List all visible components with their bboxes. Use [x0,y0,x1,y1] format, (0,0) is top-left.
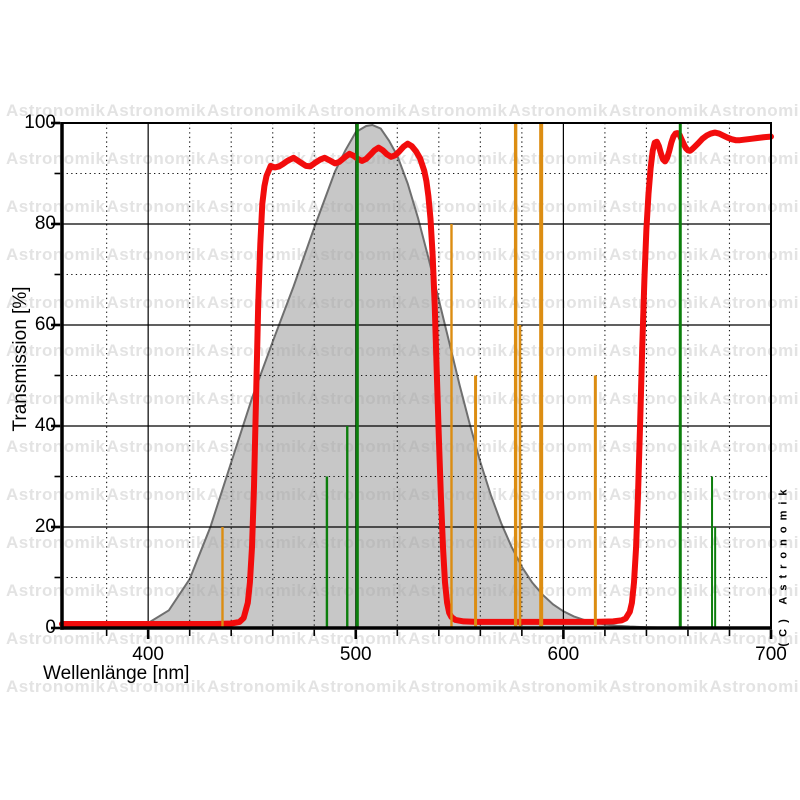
watermark-text: Astronomik [508,341,608,360]
watermark-text: Astronomik [6,677,106,696]
filter-transmission-series [59,129,774,627]
watermark-text: Astronomik [6,629,106,648]
watermark-text: Astronomik [106,149,206,168]
watermark-text: Astronomik [6,197,106,216]
watermark-text: Astronomik [508,389,608,408]
watermark-text: Astronomik [207,245,307,264]
x-axis-title: Wellenlänge [nm] [43,663,190,684]
watermark-text: Astronomik [709,677,800,696]
grid-minor [62,123,771,628]
watermark-text: Astronomik [106,389,206,408]
watermark-text: Astronomik [6,437,106,456]
watermark-text: Astronomik [6,389,106,408]
watermark-text: Astronomik [106,485,206,504]
watermark-text: Astronomik [6,485,106,504]
watermark-text: Astronomik [408,149,508,168]
watermark-text: Astronomik [609,485,709,504]
watermark-text: Astronomik [106,101,206,120]
watermark-text: Astronomik [106,437,206,456]
watermark-text: Astronomik [106,629,206,648]
axis-ticks [51,121,773,639]
watermark-text: Astronomik [508,293,608,312]
y-tick-label: 0 [45,617,56,638]
watermark-text: Astronomik [106,197,206,216]
watermark-text: Astronomik [709,101,800,120]
y-tick-label: 40 [34,415,56,436]
watermark-text: Astronomik [6,293,106,312]
watermark-text: Astronomik [709,581,800,600]
watermark-text: Astronomik [609,677,709,696]
watermark-text: Astronomik [508,149,608,168]
y-tick-label: 100 [24,112,56,133]
watermark-text: Astronomik [609,437,709,456]
watermark-text: Astronomik [709,389,800,408]
watermark-row: AstronomikAstronomikAstronomikAstronomik… [6,101,800,121]
watermark-text: Astronomik [709,437,800,456]
watermark-text: Astronomik [709,341,800,360]
watermark-text: Astronomik [408,101,508,120]
watermark-text: Astronomik [106,341,206,360]
watermark-text: Astronomik [508,197,608,216]
watermark-text: Astronomik [508,533,608,552]
watermark-text: Astronomik [408,629,508,648]
watermark-text: Astronomik [609,149,709,168]
y-tick-label: 80 [34,213,56,234]
watermark-text: Astronomik [106,245,206,264]
watermark-text: Astronomik [609,293,709,312]
watermark-text: Astronomik [207,101,307,120]
watermark-text: Astronomik [609,341,709,360]
watermark-text: Astronomik [6,341,106,360]
watermark-text: Astronomik [609,629,709,648]
watermark-text: Astronomik [609,101,709,120]
y-tick-label: 20 [34,516,56,537]
watermark-text: Astronomik [6,581,106,600]
watermark-text: Astronomik [508,677,608,696]
watermark-text: Astronomik [609,245,709,264]
watermark-text: Astronomik [709,293,800,312]
x-tick-label: 400 [132,644,164,665]
x-tick-label: 600 [547,644,580,665]
watermark-text: Astronomik [6,101,106,120]
watermark-text: Astronomik [106,533,206,552]
filter-transmission-curve [59,129,774,627]
x-tick-label: 700 [755,644,787,665]
watermark-text: Astronomik [508,101,608,120]
watermark-text: Astronomik [508,629,608,648]
watermark-text: Astronomik [609,389,709,408]
watermark-text: Astronomik [408,677,508,696]
watermark-text: Astronomik [6,149,106,168]
light-pollution-lines [221,123,597,628]
watermark-text: Astronomik [207,677,307,696]
watermark-text: Astronomik [609,197,709,216]
watermark-text: Astronomik [508,437,608,456]
watermark-text: Astronomik [6,533,106,552]
watermark-text: Astronomik [709,197,800,216]
y-axis-title: Transmission [%] [10,286,31,432]
watermark-text: Astronomik [709,245,800,264]
plot-frame [60,122,772,630]
copyright-text: (C) Astronomik [777,483,790,647]
watermark-text: Astronomik [307,101,407,120]
watermark-text: Astronomik [6,245,106,264]
watermark-text: Astronomik [106,293,206,312]
watermark-row: AstronomikAstronomikAstronomikAstronomik… [6,629,800,649]
watermark-text: Astronomik [709,485,800,504]
y-tick-label: 60 [34,314,56,335]
watermark-text: Astronomik [709,533,800,552]
watermark-text: Astronomik [709,629,800,648]
watermark-text: Astronomik [508,245,608,264]
watermark-text: Astronomik [106,677,206,696]
x-tick-label: 500 [339,644,372,665]
watermark-row: AstronomikAstronomikAstronomikAstronomik… [6,677,800,697]
watermark-text: Astronomik [508,485,608,504]
watermark-text: Astronomik [709,149,800,168]
emission-lines [325,123,717,628]
watermark-text: Astronomik [307,677,407,696]
